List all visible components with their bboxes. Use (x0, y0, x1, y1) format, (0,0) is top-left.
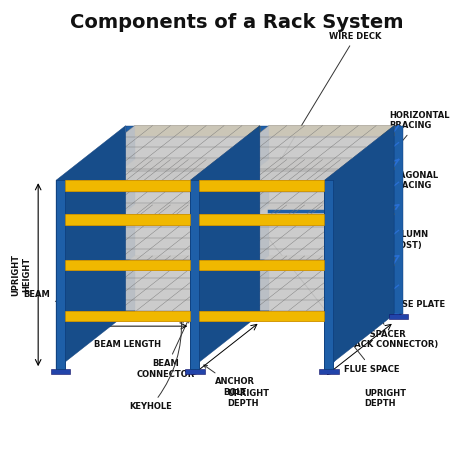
Polygon shape (394, 126, 403, 315)
Polygon shape (190, 180, 199, 369)
Polygon shape (65, 180, 190, 191)
Text: BEAM
CONNECTOR: BEAM CONNECTOR (137, 319, 194, 379)
Polygon shape (269, 160, 394, 170)
Polygon shape (199, 180, 325, 191)
Text: BASE PLATE: BASE PLATE (389, 300, 445, 315)
Polygon shape (135, 256, 260, 266)
Polygon shape (51, 369, 70, 374)
Polygon shape (199, 256, 394, 310)
Polygon shape (126, 126, 135, 315)
Polygon shape (65, 205, 260, 260)
Text: DIAGONAL
BRACING: DIAGONAL BRACING (367, 171, 438, 207)
Polygon shape (56, 126, 126, 369)
Polygon shape (269, 205, 394, 215)
Polygon shape (260, 126, 269, 315)
Polygon shape (120, 315, 140, 319)
Polygon shape (65, 160, 260, 214)
Polygon shape (65, 310, 190, 321)
Text: UPRIGHT
DEPTH: UPRIGHT DEPTH (227, 389, 269, 408)
Polygon shape (135, 160, 260, 170)
Polygon shape (65, 256, 260, 310)
Polygon shape (185, 369, 205, 374)
Polygon shape (199, 214, 325, 225)
Polygon shape (389, 315, 409, 319)
Polygon shape (199, 310, 325, 321)
Polygon shape (269, 126, 394, 136)
Polygon shape (56, 180, 65, 369)
Polygon shape (325, 180, 333, 369)
Polygon shape (325, 180, 333, 369)
Polygon shape (199, 180, 325, 191)
Polygon shape (65, 260, 190, 270)
Polygon shape (319, 369, 339, 374)
Polygon shape (65, 126, 260, 180)
Text: Components of a Rack System: Components of a Rack System (70, 14, 404, 32)
Polygon shape (255, 315, 274, 319)
Text: UPRIGHT
HEIGHT: UPRIGHT HEIGHT (11, 254, 31, 296)
Polygon shape (199, 160, 394, 214)
Text: UPRIGHT
DEPTH: UPRIGHT DEPTH (364, 389, 406, 408)
Text: BEAM: BEAM (23, 290, 93, 315)
Polygon shape (190, 180, 199, 369)
Text: COLUMN
(POST): COLUMN (POST) (339, 230, 429, 306)
Polygon shape (325, 126, 394, 369)
Polygon shape (56, 180, 65, 369)
Polygon shape (199, 260, 325, 270)
Polygon shape (199, 205, 394, 260)
Text: BEAM LENGTH: BEAM LENGTH (94, 340, 161, 349)
Text: FLUE SPACE: FLUE SPACE (267, 236, 400, 374)
Polygon shape (65, 214, 190, 225)
Polygon shape (190, 126, 260, 369)
Polygon shape (65, 310, 190, 321)
Text: WIRE DECK: WIRE DECK (280, 32, 382, 161)
Text: HORIZONTAL
BRACING: HORIZONTAL BRACING (366, 111, 450, 184)
Polygon shape (199, 214, 325, 225)
Text: KEYHOLE: KEYHOLE (129, 320, 183, 411)
Polygon shape (135, 126, 260, 136)
Polygon shape (199, 126, 394, 180)
Polygon shape (199, 260, 325, 270)
Polygon shape (65, 214, 190, 225)
Polygon shape (135, 205, 260, 215)
Polygon shape (269, 256, 394, 266)
Polygon shape (199, 310, 325, 321)
Text: ANCHOR
BOLT: ANCHOR BOLT (204, 365, 255, 397)
Text: ROW SPACER
(BACK CONNECTOR): ROW SPACER (BACK CONNECTOR) (328, 214, 438, 349)
Polygon shape (65, 260, 190, 270)
Polygon shape (65, 180, 190, 191)
